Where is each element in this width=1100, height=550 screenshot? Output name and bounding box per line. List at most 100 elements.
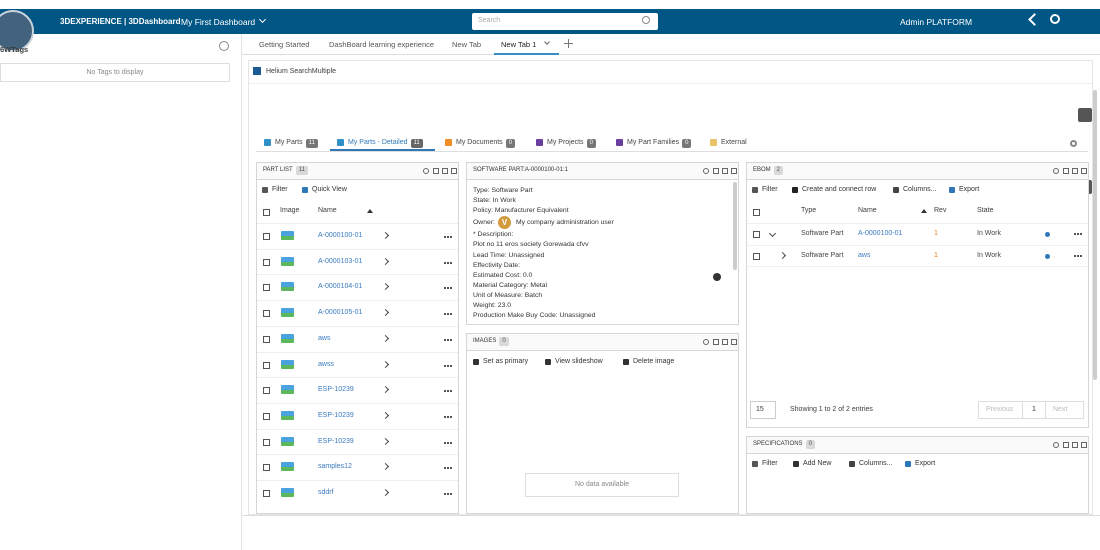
- part-name[interactable]: samples12: [318, 463, 352, 471]
- action[interactable]: Export: [959, 186, 980, 193]
- more-menu[interactable]: [444, 390, 446, 393]
- panel-tool[interactable]: [703, 339, 709, 345]
- search-icon[interactable]: [642, 16, 650, 24]
- action-icon[interactable]: [262, 187, 268, 193]
- column-header[interactable]: Name: [318, 207, 337, 214]
- action-icon[interactable]: [473, 359, 479, 365]
- more-menu[interactable]: [444, 261, 446, 264]
- action[interactable]: Filter: [272, 186, 288, 193]
- help-icon[interactable]: [713, 273, 721, 281]
- subtab[interactable]: My Documents: [456, 139, 503, 146]
- subtab[interactable]: External: [721, 139, 747, 146]
- subtab[interactable]: My Parts - Detailed: [348, 139, 408, 146]
- action-icon[interactable]: [893, 187, 899, 193]
- action-icon[interactable]: [849, 461, 855, 467]
- search-box[interactable]: [472, 13, 658, 30]
- more-menu[interactable]: [1074, 255, 1076, 257]
- subtab[interactable]: My Parts: [275, 139, 303, 146]
- panel-tool[interactable]: [1063, 168, 1069, 174]
- cell[interactable]: aws: [858, 252, 871, 259]
- panel-tool[interactable]: [1072, 442, 1078, 448]
- panel-tool[interactable]: [1063, 442, 1069, 448]
- part-name[interactable]: aws: [318, 334, 331, 342]
- part-name[interactable]: ESP-10239: [318, 386, 354, 394]
- action-icon[interactable]: [949, 187, 955, 193]
- pager-button[interactable]: Next: [1053, 406, 1068, 413]
- action[interactable]: Add New: [803, 460, 832, 467]
- panel-tool[interactable]: [703, 168, 709, 174]
- checkbox[interactable]: [263, 490, 270, 497]
- panel-tool[interactable]: [731, 168, 737, 174]
- tab[interactable]: New Tab: [452, 40, 482, 49]
- more-menu[interactable]: [1074, 233, 1076, 235]
- action[interactable]: Columns...: [903, 186, 937, 193]
- dashboard-name[interactable]: My First Dashboard: [181, 17, 256, 27]
- panel-tool[interactable]: [713, 168, 719, 174]
- part-name[interactable]: ESP-10239: [318, 411, 354, 419]
- tab[interactable]: DashBoard learning experience: [329, 40, 435, 49]
- owner-name[interactable]: My company administration user: [516, 219, 614, 227]
- action-icon[interactable]: [302, 187, 308, 193]
- part-name[interactable]: awss: [318, 360, 334, 368]
- settings-button[interactable]: [1078, 108, 1092, 122]
- checkbox[interactable]: [263, 387, 270, 395]
- part-name[interactable]: A-0000103-01: [318, 257, 363, 265]
- subtab-settings[interactable]: [1070, 140, 1077, 147]
- panel-tool[interactable]: [1081, 442, 1087, 448]
- action-icon[interactable]: [752, 187, 758, 193]
- checkbox[interactable]: [263, 361, 270, 369]
- panel-tool[interactable]: [423, 168, 429, 174]
- panel-tool[interactable]: [713, 339, 719, 345]
- more-menu[interactable]: [444, 493, 446, 495]
- more-menu[interactable]: [444, 364, 446, 367]
- column-header[interactable]: Name: [858, 207, 877, 214]
- checkbox[interactable]: [263, 310, 270, 318]
- more-menu[interactable]: [444, 467, 446, 470]
- checkbox[interactable]: [753, 231, 760, 238]
- action[interactable]: Export: [915, 460, 936, 467]
- action[interactable]: Set as primary: [483, 358, 529, 365]
- panel-tool[interactable]: [433, 168, 439, 174]
- part-name[interactable]: A-0000104-01: [318, 283, 363, 291]
- checkbox[interactable]: [263, 438, 270, 446]
- tab[interactable]: New Tab 1: [501, 40, 537, 49]
- panel-tool[interactable]: [1081, 168, 1087, 174]
- action[interactable]: Quick View: [312, 186, 347, 193]
- tags-search-icon[interactable]: [219, 41, 229, 51]
- panel-tool[interactable]: [731, 339, 737, 345]
- scrollbar[interactable]: [1093, 90, 1097, 380]
- scrollbar[interactable]: [733, 182, 737, 270]
- column-header[interactable]: Type: [801, 207, 817, 214]
- panel-tool[interactable]: [1053, 168, 1059, 174]
- checkbox[interactable]: [263, 412, 270, 420]
- action-icon[interactable]: [623, 359, 629, 365]
- action-icon[interactable]: [792, 187, 798, 193]
- cell[interactable]: A-0000100-01: [858, 230, 903, 237]
- checkbox[interactable]: [263, 258, 270, 266]
- part-name[interactable]: A-0000100-01: [318, 232, 363, 239]
- checkbox[interactable]: [263, 464, 270, 472]
- page-size[interactable]: 15: [750, 401, 776, 419]
- part-name[interactable]: A-0000105-01: [318, 309, 363, 317]
- action-icon[interactable]: [905, 461, 911, 467]
- more-menu[interactable]: [444, 313, 446, 316]
- action[interactable]: Filter: [762, 460, 778, 467]
- action[interactable]: View slideshow: [555, 358, 603, 365]
- more-menu[interactable]: [444, 338, 446, 341]
- action[interactable]: Filter: [762, 186, 778, 193]
- compass-logo[interactable]: [0, 10, 34, 52]
- panel-tool[interactable]: [1072, 168, 1078, 174]
- action-icon[interactable]: [545, 359, 551, 365]
- more-menu[interactable]: [444, 287, 446, 290]
- checkbox[interactable]: [263, 335, 270, 343]
- more-menu[interactable]: [444, 415, 446, 418]
- tab[interactable]: Getting Started: [259, 40, 310, 49]
- checkbox[interactable]: [263, 209, 270, 216]
- view-icon[interactable]: [1045, 254, 1050, 259]
- pager-button[interactable]: 1: [1022, 401, 1046, 419]
- part-name[interactable]: ESP-10239: [318, 437, 354, 445]
- more-menu[interactable]: [444, 236, 446, 238]
- part-name[interactable]: sddrf: [318, 489, 334, 496]
- pager-button[interactable]: Previous: [986, 406, 1014, 413]
- panel-tool[interactable]: [442, 168, 448, 174]
